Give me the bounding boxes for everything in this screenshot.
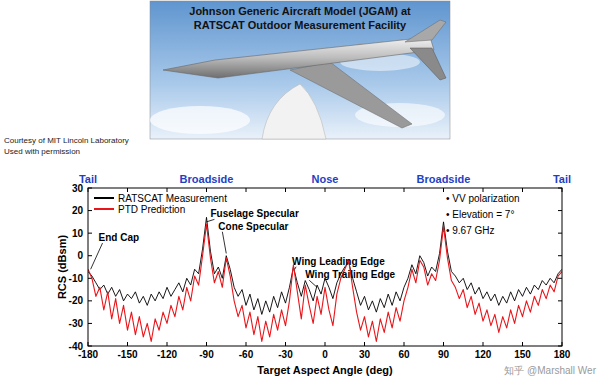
annotation-arrow: [295, 267, 296, 270]
x-tick-label: 60: [398, 349, 410, 360]
x-tick: [246, 342, 247, 346]
y-tick-label: 0: [77, 250, 83, 261]
legend-swatch: [94, 197, 114, 199]
x-tick: [364, 188, 365, 192]
x-tick-label: 30: [359, 349, 371, 360]
plot-area: [88, 188, 562, 346]
x-tick: [285, 188, 286, 192]
tail-fin: [410, 48, 446, 80]
legend-label: PTD Prediction: [118, 204, 185, 215]
x-tick: [325, 188, 326, 192]
aspect-label: Nose: [312, 173, 339, 185]
credit: Used with permission: [4, 147, 80, 156]
x-tick-label: -30: [278, 349, 293, 360]
note: • Elevation = 7°: [446, 209, 514, 220]
x-tick: [522, 188, 523, 192]
legend-swatch: [94, 208, 114, 210]
y-tick-label: 10: [72, 228, 84, 239]
annotation: Fuselage Specular: [210, 208, 298, 219]
plot-frame: [88, 188, 562, 346]
tail-fin: [405, 20, 446, 42]
y-tick: [558, 233, 562, 234]
x-tick-label: 0: [322, 349, 328, 360]
y-tick: [558, 300, 562, 301]
x-tick: [167, 342, 168, 346]
x-tick: [325, 342, 326, 346]
x-tick-label: -60: [239, 349, 254, 360]
wing: [290, 62, 412, 128]
x-tick: [167, 188, 168, 192]
photo-title: Johnson Generic Aircraft Model (JGAM) at: [189, 5, 411, 17]
x-tick: [285, 342, 286, 346]
x-tick-label: -90: [199, 349, 214, 360]
x-tick: [364, 342, 365, 346]
annotation: Cone Specular: [218, 221, 288, 232]
fuselage: [163, 37, 434, 78]
y-tick-label: -10: [69, 273, 84, 284]
x-tick: [483, 188, 484, 192]
x-tick-label: 90: [438, 349, 450, 360]
y-tick: [558, 278, 562, 279]
annotation: Wing Trailing Edge: [305, 269, 395, 280]
y-tick: [558, 255, 562, 256]
y-tick: [88, 233, 92, 234]
x-tick-label: -120: [157, 349, 177, 360]
y-tick: [88, 300, 92, 301]
annotation-arrow: [309, 280, 317, 287]
y-axis-label: RCS (dBsm): [56, 235, 68, 300]
aspect-label: Tail: [79, 173, 97, 185]
note: • VV polarization: [446, 193, 520, 204]
x-tick: [404, 342, 405, 346]
x-tick: [206, 188, 207, 192]
x-tick: [443, 188, 444, 192]
x-tick: [127, 342, 128, 346]
x-tick: [522, 342, 523, 346]
note: • 9.67 GHz: [446, 225, 495, 236]
y-tick-label: -20: [69, 295, 84, 306]
annotation-arrow: [222, 232, 226, 254]
annotation-arrow: [207, 219, 215, 222]
y-tick: [558, 323, 562, 324]
credit: Courtesy of MIT Lincoln Laboratory: [4, 136, 129, 145]
x-tick: [443, 342, 444, 346]
y-tick: [88, 323, 92, 324]
y-tick: [558, 210, 562, 211]
photo: [150, 1, 450, 139]
photo-sky: [150, 1, 450, 139]
x-tick: [206, 342, 207, 346]
x-tick-label: 120: [475, 349, 492, 360]
watermark: 知乎 @Marshall Wer: [504, 365, 596, 376]
x-tick: [127, 188, 128, 192]
annotation: End Cap: [99, 232, 140, 243]
aspect-label: Broadside: [417, 173, 471, 185]
x-tick-label: 150: [514, 349, 531, 360]
annotation-arrow: [91, 243, 103, 269]
y-tick: [88, 255, 92, 256]
y-tick-label: -30: [69, 318, 84, 329]
series-line: [88, 224, 562, 341]
legend-label: RATSCAT Measurement: [118, 193, 227, 204]
aspect-label: Tail: [553, 173, 571, 185]
series-line: [88, 217, 562, 314]
figure: Johnson Generic Aircraft Model (JGAM) at…: [0, 0, 600, 380]
photo-title: RATSCAT Outdoor Measurement Facility: [194, 19, 407, 31]
aspect-label: Broadside: [180, 173, 234, 185]
x-tick: [246, 188, 247, 192]
y-tick-label: 20: [72, 205, 84, 216]
x-axis-label: Target Aspect Angle (deg): [257, 364, 393, 376]
pylon: [262, 84, 326, 139]
data-group: [88, 217, 562, 341]
y-tick: [88, 210, 92, 211]
x-tick-label: 180: [554, 349, 571, 360]
x-tick: [404, 188, 405, 192]
annotation: Wing Leading Edge: [292, 256, 385, 267]
y-tick-label: -40: [69, 341, 84, 352]
x-tick: [483, 342, 484, 346]
x-tick-label: -150: [117, 349, 137, 360]
cloud: [150, 106, 250, 134]
